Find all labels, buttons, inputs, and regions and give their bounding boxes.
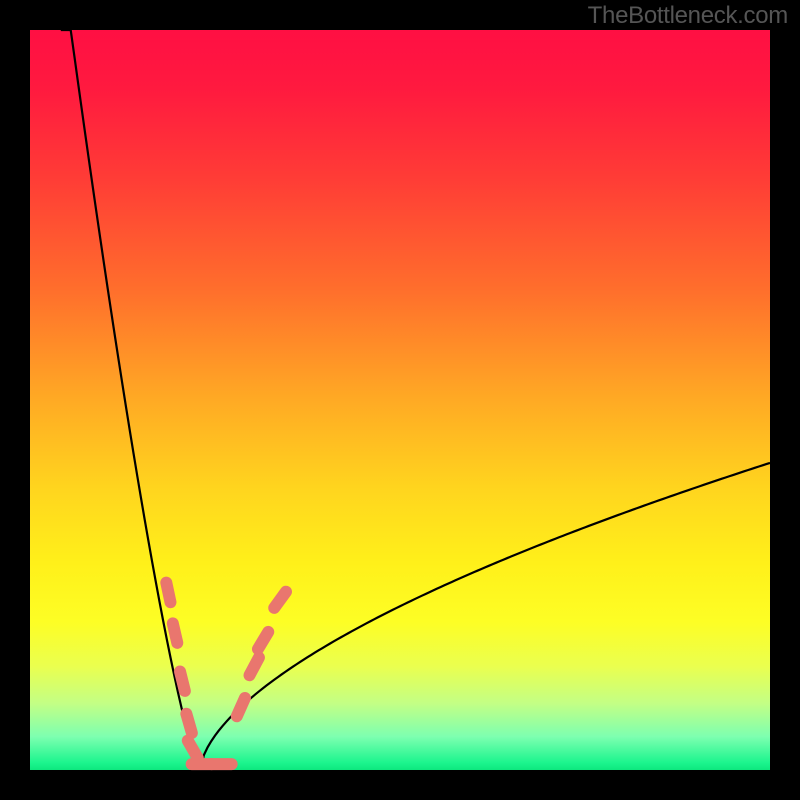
plot-gradient-area [30, 30, 770, 770]
dash-marker [206, 758, 238, 770]
attribution-text: TheBottleneck.com [588, 2, 788, 30]
bottleneck-chart [0, 0, 800, 800]
